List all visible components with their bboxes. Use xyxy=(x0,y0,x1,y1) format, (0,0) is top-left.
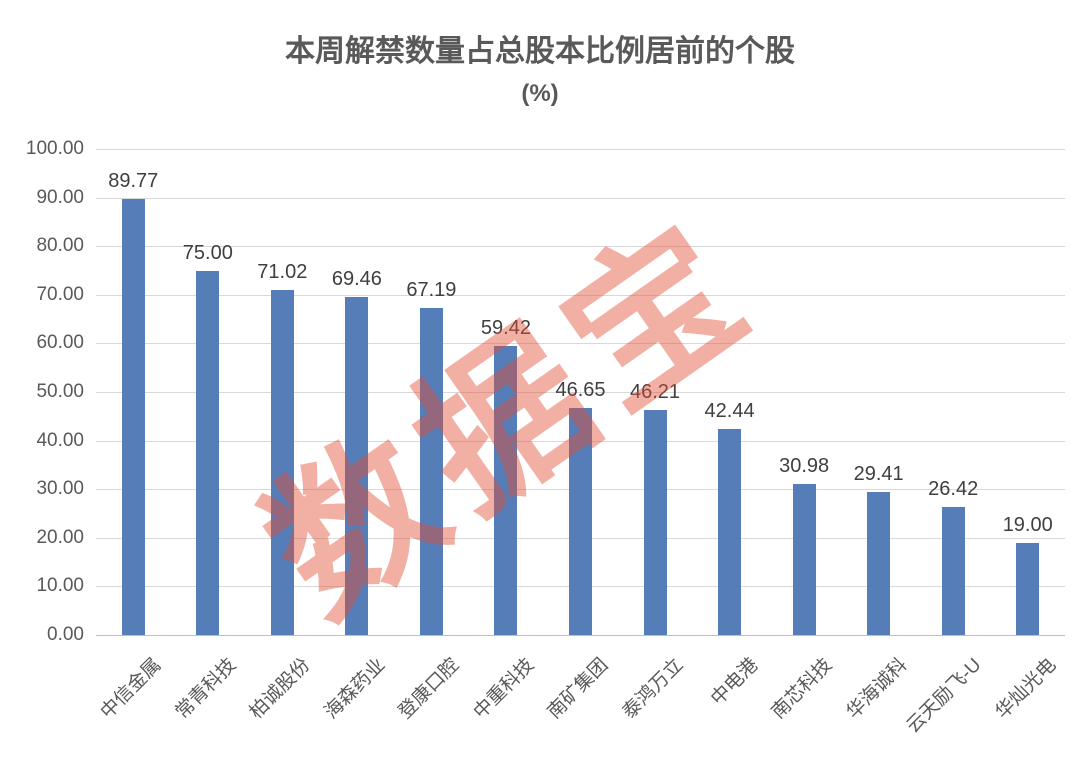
y-axis-tick-label: 90.00 xyxy=(36,186,84,208)
x-axis-category-label: 柏诚股份 xyxy=(246,654,315,724)
bar-value-label: 46.21 xyxy=(630,381,681,404)
x-axis-category-label: 云天励飞-U xyxy=(902,654,986,738)
bar xyxy=(569,408,592,635)
gridline xyxy=(96,149,1065,150)
bar xyxy=(494,346,518,635)
gridline xyxy=(96,197,1065,199)
bar-value-label: 75.00 xyxy=(182,241,233,264)
bar xyxy=(270,289,294,635)
bar-value-label: 69.46 xyxy=(331,268,382,291)
bar xyxy=(792,484,816,635)
y-axis-tick-label: 100.00 xyxy=(25,138,84,159)
bar xyxy=(1016,542,1040,635)
x-axis-category-label: 南芯科技 xyxy=(767,654,837,724)
bar-value-label: 59.42 xyxy=(480,317,531,340)
bar xyxy=(867,492,891,635)
bar-value-label: 42.44 xyxy=(704,399,755,422)
bar-value-label: 46.65 xyxy=(555,379,606,402)
bar-value-label: 67.19 xyxy=(406,279,457,302)
x-axis-line xyxy=(96,635,1065,636)
bar-value-label: 29.41 xyxy=(853,463,904,486)
x-axis-category-label: 中信金属 xyxy=(97,654,166,724)
gridline xyxy=(96,246,1065,248)
bar xyxy=(718,428,742,635)
y-axis-tick-label: 60.00 xyxy=(36,332,84,354)
x-axis-category-label: 华灿光电 xyxy=(991,654,1061,724)
x-axis-category-label: 登康口腔 xyxy=(395,654,464,724)
x-axis-category-label: 中电港 xyxy=(706,654,762,710)
y-axis-tick-label: 30.00 xyxy=(36,478,84,500)
bar-value-label: 19.00 xyxy=(1002,513,1053,536)
bar-value-label: 26.42 xyxy=(928,477,979,500)
y-axis-tick-label: 80.00 xyxy=(36,235,84,257)
y-axis-tick-label: 20.00 xyxy=(36,526,84,548)
gridline xyxy=(96,392,1065,393)
plot-area: 0.00 10.00 20.00 30.00 40.00 50.00 60.00 70.00 8… xyxy=(26,138,1065,737)
chart-subtitle: (%) xyxy=(521,80,559,107)
bar xyxy=(643,410,667,635)
x-axis-category-label: 泰鸿万立 xyxy=(618,654,688,724)
chart-title: 本周解禁数量占总股本比例居前的个股 xyxy=(285,35,795,68)
x-axis-category-label: 南矿集团 xyxy=(544,654,613,724)
gridline xyxy=(96,294,1065,296)
bar xyxy=(121,198,145,635)
y-axis-tick-label: 10.00 xyxy=(36,575,84,597)
x-axis-category-label: 常青科技 xyxy=(171,654,241,724)
y-axis-tick-label: 70.00 xyxy=(36,283,84,305)
y-axis-tick-label: 50.00 xyxy=(36,381,84,402)
bar-value-label: 89.77 xyxy=(108,169,159,192)
gridline xyxy=(96,343,1065,345)
y-axis-tick-label: 40.00 xyxy=(36,429,84,451)
y-axis-tick-label: 0.00 xyxy=(47,624,84,645)
bar xyxy=(419,308,443,635)
bar xyxy=(345,297,369,635)
bar-value-label: 30.98 xyxy=(779,455,830,478)
x-axis-category-label: 中重科技 xyxy=(469,654,539,724)
bar xyxy=(196,270,220,635)
x-axis-category-label: 华海诚科 xyxy=(842,654,912,724)
x-axis-category-label: 海森药业 xyxy=(320,654,390,724)
bar xyxy=(941,506,965,635)
bar-value-label: 71.02 xyxy=(257,260,308,283)
